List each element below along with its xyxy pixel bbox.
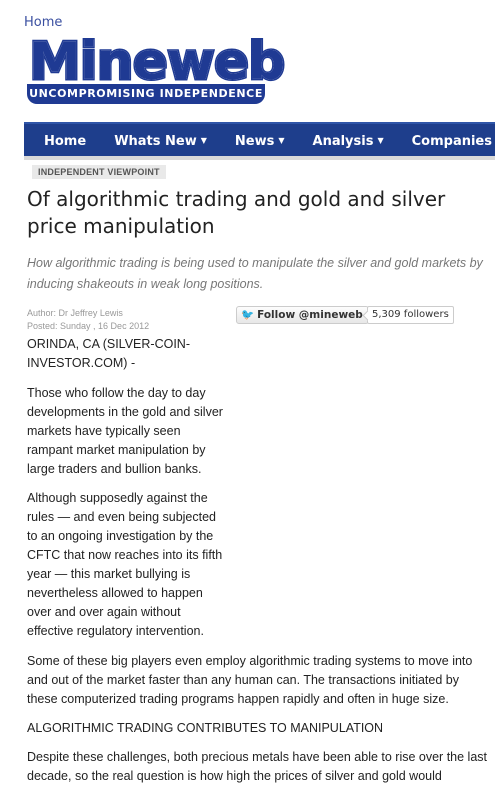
article-paragraph: Those who follow the day to day developm… [27, 386, 223, 476]
nav-whats-new[interactable]: Whats New ▼ [114, 133, 207, 149]
nav-companies[interactable]: Companies▼ [411, 133, 492, 149]
caret-down-icon: ▼ [200, 135, 207, 145]
article-dateline: ORINDA, CA (SILVER-COIN-INVESTOR.COM) - [27, 337, 190, 370]
article-paragraph: Some of these big players even employ al… [27, 654, 473, 706]
home-link[interactable]: Home [24, 15, 63, 30]
article-paragraph: Despite these challenges, both precious … [27, 750, 487, 783]
nav-news[interactable]: News ▼ [234, 133, 285, 149]
twitter-bird-icon: 🐦 [241, 309, 255, 321]
article-author: Author: Dr Jeffrey Lewis [27, 308, 123, 318]
article-posted-date: Posted: Sunday , 16 Dec 2012 [27, 321, 150, 331]
caret-down-icon: ▼ [377, 135, 384, 145]
nav-home[interactable]: Home [44, 133, 87, 149]
nav-substrip [24, 156, 495, 160]
twitter-follow-button[interactable]: 🐦 Follow @mineweb [236, 306, 369, 324]
article-subtitle: How algorithmic trading is being used to… [27, 256, 483, 291]
article-meta: Author: Dr Jeffrey Lewis Posted: Sunday … [27, 307, 149, 333]
nav-analysis[interactable]: Analysis ▼ [312, 133, 384, 149]
article-subheading: ALGORITHMIC TRADING CONTRIBUTES TO MANIP… [27, 721, 384, 735]
logo-tagline: UNCOMPROMISING INDEPENDENCE [27, 84, 265, 104]
main-nav: Home Whats New ▼ News ▼ Analysis ▼ Companie… [24, 122, 495, 158]
article-paragraph: Although supposedly against the rules — … [27, 491, 223, 638]
article-title: Of algorithmic trading and gold and silv… [27, 187, 446, 238]
mineweb-logo[interactable]: Mineweb UNCOMPROMISING INDEPENDENCE [27, 31, 287, 106]
logo-wordmark: Mineweb [27, 31, 286, 94]
section-tag[interactable]: INDEPENDENT VIEWPOINT [32, 165, 166, 179]
caret-down-icon: ▼ [278, 135, 285, 145]
twitter-follower-count[interactable]: 5,309 followers [367, 306, 454, 324]
